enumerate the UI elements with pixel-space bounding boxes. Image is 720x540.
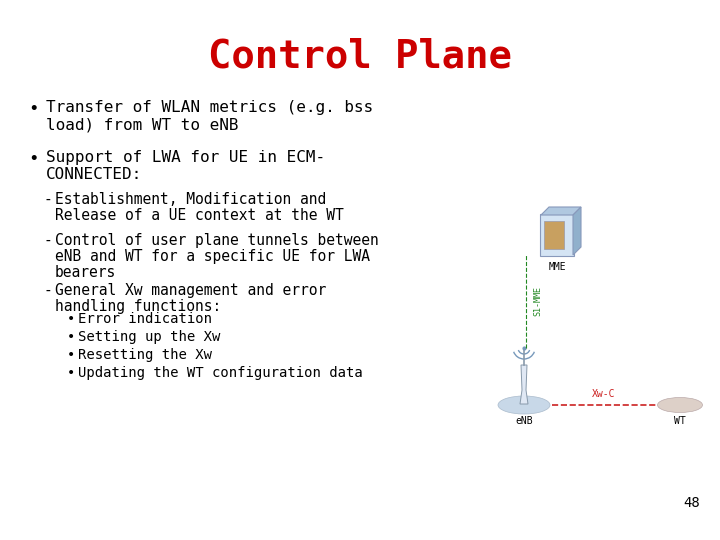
Text: •: • xyxy=(67,312,76,326)
Text: •: • xyxy=(67,348,76,362)
Text: Control of user plane tunnels between: Control of user plane tunnels between xyxy=(55,233,379,248)
Text: CONNECTED:: CONNECTED: xyxy=(46,167,143,182)
Text: Error indication: Error indication xyxy=(78,312,212,326)
Text: 48: 48 xyxy=(683,496,700,510)
Text: General Xw management and error: General Xw management and error xyxy=(55,283,326,298)
Text: S1-MME: S1-MME xyxy=(533,287,542,316)
Text: MME: MME xyxy=(548,262,566,272)
Text: handling functions:: handling functions: xyxy=(55,299,221,314)
Text: Release of a UE context at the WT: Release of a UE context at the WT xyxy=(55,208,343,223)
Text: Transfer of WLAN metrics (e.g. bss: Transfer of WLAN metrics (e.g. bss xyxy=(46,100,373,115)
Text: Resetting the Xw: Resetting the Xw xyxy=(78,348,212,362)
Ellipse shape xyxy=(657,397,703,413)
Text: -: - xyxy=(43,192,52,207)
Text: Support of LWA for UE in ECM-: Support of LWA for UE in ECM- xyxy=(46,150,325,165)
Text: -: - xyxy=(43,283,52,298)
Text: bearers: bearers xyxy=(55,265,116,280)
Text: WT: WT xyxy=(674,416,686,426)
Text: Control Plane: Control Plane xyxy=(208,38,512,76)
Text: •: • xyxy=(28,150,38,168)
Text: Xw-C: Xw-C xyxy=(593,389,616,399)
Text: eNB: eNB xyxy=(516,416,533,426)
Text: Updating the WT configuration data: Updating the WT configuration data xyxy=(78,366,363,380)
Text: Setting up the Xw: Setting up the Xw xyxy=(78,330,220,344)
Polygon shape xyxy=(573,207,581,255)
Text: load) from WT to eNB: load) from WT to eNB xyxy=(46,117,238,132)
Text: eNB and WT for a specific UE for LWA: eNB and WT for a specific UE for LWA xyxy=(55,249,370,264)
Text: •: • xyxy=(67,330,76,344)
Polygon shape xyxy=(520,365,528,404)
Polygon shape xyxy=(541,207,581,215)
Text: Establishment, Modification and: Establishment, Modification and xyxy=(55,192,326,207)
Text: -: - xyxy=(43,233,52,248)
Text: •: • xyxy=(28,100,38,118)
Ellipse shape xyxy=(498,396,550,414)
FancyBboxPatch shape xyxy=(540,214,574,256)
Text: •: • xyxy=(67,366,76,380)
FancyBboxPatch shape xyxy=(544,221,564,249)
